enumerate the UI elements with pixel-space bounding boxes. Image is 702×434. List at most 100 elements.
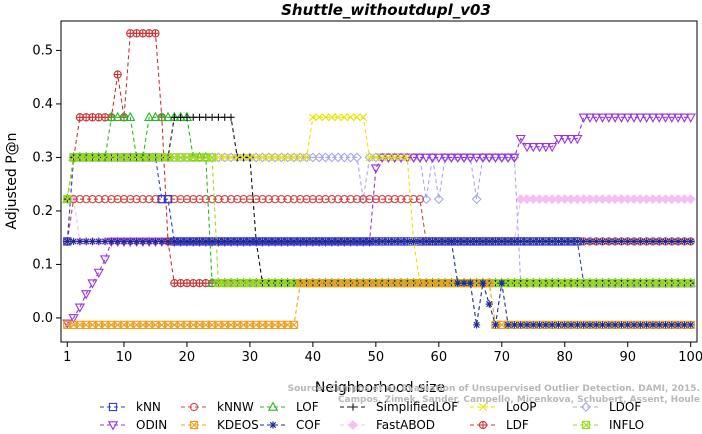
point-knnw-51 [377,195,387,204]
plot-frame [60,20,698,343]
point-cof-12 [132,237,141,246]
point-lof-9 [112,111,123,122]
point-cof-22 [195,237,204,246]
point-cof-53 [391,237,399,246]
point-loop-27 [227,153,236,162]
point-odin-53 [389,153,400,163]
point-cof-69 [491,237,500,246]
point-cof-73 [517,237,525,246]
point-cof-15 [151,237,160,246]
point-lof-15 [150,111,161,122]
point-knnw-32 [258,195,267,204]
point-loop-43 [327,113,336,122]
point-cof-67 [479,237,487,246]
point-cof-81 [567,237,575,246]
legend-label-ldf: LDF [506,418,529,432]
point-kdeos-37 [289,320,299,330]
point-cof-63 [454,237,462,246]
point-cof-70 [498,237,506,246]
point-loop-31 [252,153,261,162]
point-cof-1-75 [529,321,537,329]
legend-item-knnw: kNNW [181,400,254,414]
point-cof-9 [114,237,122,246]
point-cof-41 [315,237,323,246]
point-knnw-34 [270,195,280,204]
point-cof-23 [202,237,210,246]
point-inflo-1 [63,195,72,204]
point-knnw-33 [264,195,273,204]
point-ldf-15 [151,29,160,38]
point-odin-66 [471,153,482,163]
point-knnw-24 [207,195,217,204]
point-odin-60 [433,153,444,163]
point-knnw-23 [201,195,210,204]
point-cof-90 [624,237,632,246]
legend-label-kdeos: KDEOS [217,418,259,432]
legend-marker-kdeos [189,420,199,430]
point-cof-93 [643,237,651,246]
point-cof-1-85 [592,321,600,329]
legend-marker-knn [108,402,118,412]
point-odin-77 [540,142,552,153]
point-cof-1-81 [567,321,575,329]
point-cof-46 [347,237,355,246]
point-knnw-46 [346,195,355,204]
point-cof-34 [271,237,279,246]
point-cof-26 [221,237,229,246]
point-odin-64 [458,153,470,163]
series-line-ldof [66,156,691,284]
point-cof-1-92 [636,321,644,329]
point-cof-51 [378,237,386,246]
point-odin-80 [559,134,570,145]
point-cof-35 [277,237,285,246]
point-cof-84 [586,237,594,246]
y-tick-label-4: 0.4 [32,97,53,112]
point-cof-89 [617,237,626,246]
legend-marker-simplifiedlof [349,403,357,411]
legend-item-simplifiedlof: SimplifiedLOF [340,400,458,414]
point-loop-54 [397,153,406,162]
point-knnw-7 [100,195,110,204]
point-cof-83 [580,237,588,246]
point-cof-66 [473,237,481,246]
point-odin-59 [427,153,438,163]
point-odin-81 [565,134,577,145]
point-odin-73 [515,134,526,145]
y-tick-label-3: 0.3 [32,150,53,165]
point-odin-62 [446,153,457,163]
point-knnw-14 [145,195,154,204]
point-lof-16 [156,111,167,122]
point-cof-82 [573,237,581,246]
point-cof-96 [661,237,670,246]
point-cof-14 [145,237,153,246]
point-knnw-4 [82,195,91,204]
point-cof-54 [397,237,405,246]
point-loop-45 [340,113,349,122]
point-loop-36 [283,153,292,162]
point-knnw-44 [333,195,343,204]
point-cof-94 [649,237,657,246]
point-cof-79 [554,237,563,246]
legend-marker-loop [479,403,487,411]
point-cof-86 [598,237,607,246]
point-cof-1-95 [655,321,663,329]
point-inflo-24 [207,153,217,162]
point-cof-1-89 [617,321,626,329]
point-loop-49 [365,153,374,162]
chart-title: Shuttle_withoutdupl_v03 [281,1,491,19]
point-knnw-37 [289,195,299,204]
point-ldof-47 [351,152,362,163]
point-cof-100 [687,237,695,246]
point-odin-75 [528,142,539,153]
point-knnw-28 [233,195,242,204]
point-knnw-6 [94,195,103,204]
point-knnw-19 [176,195,185,204]
point-odin-56 [408,153,419,163]
point-simplifiedlof-19 [177,113,185,121]
watermark-line-2: Campos, Zimek, Sander, Campello, Micenko… [338,395,700,405]
point-cof-1-68 [485,300,493,308]
point-cof-68 [485,237,493,246]
point-loop-44 [334,113,343,122]
point-odin-58 [421,153,432,163]
point-knnw-31 [252,195,261,204]
